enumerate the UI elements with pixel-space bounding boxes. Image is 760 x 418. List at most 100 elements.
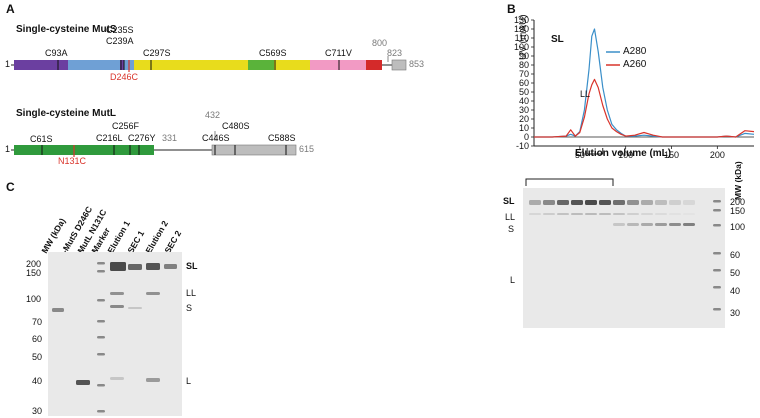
mw-marker: 150 [730,206,746,216]
muts-mutation: C239A [106,36,134,46]
pooled-fraction-bracket [525,178,614,186]
band [76,380,90,385]
band [164,264,177,269]
chromatogram-x-label: Elution volume (mL) [575,148,672,159]
mutl-domain-bar [11,144,297,156]
muts-residue-label: 823 [387,48,403,58]
sec-band-ll [585,213,597,215]
mutl-mutation: C61S [30,134,53,144]
sec-band-sl [529,200,541,205]
y-tick-label: 30 [519,105,529,115]
sec-band-sl [669,200,681,205]
sec-marker-band [713,209,721,212]
muts-mutation: C711V [325,48,352,58]
sec-marker-band [713,200,721,203]
y-tick-label: 110 [515,33,529,43]
sec-marker-band [713,308,721,311]
muts-end: 853 [409,59,425,69]
sec-band-sl [557,200,569,205]
sec-band-s [655,223,667,226]
muts-title: Single-cysteine MutS [16,24,117,35]
sec-band-sl [571,200,583,205]
band [110,292,124,295]
band [110,305,124,308]
marker-band [97,299,105,302]
panel-letter-c: C [6,180,15,194]
y-tick-label: -10 [516,141,529,151]
sec-band-sl [641,200,653,205]
sec-band-ll [529,213,541,215]
gel-label-sl: SL [186,261,198,271]
mw-marker: 60 [32,334,43,344]
sec-marker-band [713,224,721,227]
sec-gel-label-l: L [510,275,516,285]
y-tick-label: 70 [519,69,529,79]
y-tick-label: 0 [524,132,529,142]
legend-a280: A280 [623,46,647,57]
mutl-mutation: C216L [96,133,123,143]
mutl-start: 1 [5,144,11,154]
sec-band-ll [599,213,611,215]
sec-band-sl [627,200,639,205]
mw-marker: 200 [26,259,42,269]
mutl-mutation: C276Y [128,133,156,143]
sec-band-s [627,223,639,226]
mutl-introduced-cysteine: N131C [58,156,87,166]
panel-letter-b: B [507,2,516,16]
mutl-residue-label: 331 [162,133,178,143]
mw-marker: 200 [730,197,746,207]
x-tick-label: 50 [575,150,585,160]
muts-mutation: C569S [259,48,287,58]
sec-band-sl [599,200,611,205]
panel-letter-a: A [6,2,15,16]
band [110,377,124,380]
band [128,264,142,270]
y-tick-label: 20 [519,114,529,124]
sec-gel-label-sl: SL [503,196,515,206]
mw-marker: 40 [32,376,43,386]
gel-label-l: L [186,376,192,386]
sec-band-s [669,223,681,226]
y-tick-label: 130 [514,15,529,25]
mw-marker: 60 [730,250,741,260]
sec-band-sl [613,200,625,205]
muts-mutation: C235S [106,25,134,35]
sec-band-sl [543,200,555,205]
mw-marker: 30 [730,308,741,318]
y-tick-label: 50 [519,87,529,97]
sec-marker-band [713,269,721,272]
mw-marker: 30 [32,406,43,416]
muts-mutation: C93A [45,48,68,58]
mutl-mutation: C446S [202,133,230,143]
x-tick-label: 100 [618,150,633,160]
sec-band-ll [543,213,555,215]
sec-gel-label-s: S [508,224,515,234]
marker-band [97,384,105,387]
mw-marker: 50 [32,352,43,362]
mutl-mutation: C588S [268,133,296,143]
mutl-mutation: C256F [112,121,140,131]
x-tick-label: 150 [664,150,679,160]
purification-gel-image [48,252,182,416]
marker-band [97,353,105,356]
band [52,308,64,312]
series-line-a260 [534,78,755,138]
sec-band-ll [641,213,653,215]
sec-band-s [613,223,625,226]
sec-gel-mw-title: MW (kDa) [733,161,743,200]
mw-marker: 50 [730,268,741,278]
band [146,263,160,270]
muts-domain-bar [11,59,407,71]
marker-band [97,270,105,273]
mw-marker: 40 [730,286,741,296]
mw-marker: 70 [32,317,43,327]
sec-band-ll [571,213,583,215]
mutl-title: Single-cysteine MutL [16,108,117,119]
sec-band-ll [655,213,667,215]
mutl-mutation: C480S [222,121,250,131]
band [146,292,160,295]
band [128,307,142,309]
y-tick-label: 100 [514,42,529,52]
y-tick-label: 40 [519,96,529,106]
